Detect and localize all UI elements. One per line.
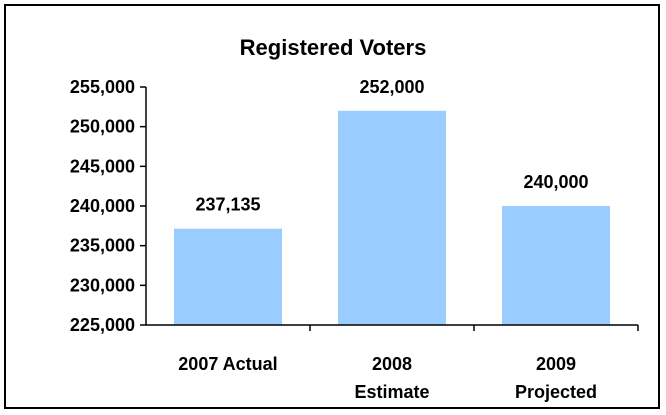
y-tick-label-2: 235,000 bbox=[70, 236, 135, 256]
category-label-1-line-0: 2008 bbox=[372, 354, 412, 374]
data-label-2: 240,000 bbox=[523, 172, 588, 192]
y-tick-label-6: 255,000 bbox=[70, 77, 135, 97]
bar-0 bbox=[174, 228, 282, 325]
y-tick-label-3: 240,000 bbox=[70, 196, 135, 216]
category-label-1-line-1: Estimate bbox=[354, 382, 429, 402]
category-label-2-line-1: Projected bbox=[515, 382, 597, 402]
chart-title: Registered Voters bbox=[240, 35, 427, 60]
y-tick-label-1: 230,000 bbox=[70, 275, 135, 295]
bar-1 bbox=[338, 110, 446, 325]
bar-2 bbox=[502, 206, 610, 325]
y-tick-label-0: 225,000 bbox=[70, 315, 135, 335]
y-tick-label-4: 245,000 bbox=[70, 156, 135, 176]
plot-area: 237,135 2007 Actual 252,000 2008 Estimate 240… bbox=[70, 77, 639, 402]
category-label-0: 2007 Actual bbox=[178, 354, 277, 374]
data-label-0: 237,135 bbox=[195, 195, 260, 215]
y-tick-label-5: 250,000 bbox=[70, 117, 135, 137]
category-label-2-line-0: 2009 bbox=[536, 354, 576, 374]
data-label-1: 252,000 bbox=[359, 77, 424, 97]
